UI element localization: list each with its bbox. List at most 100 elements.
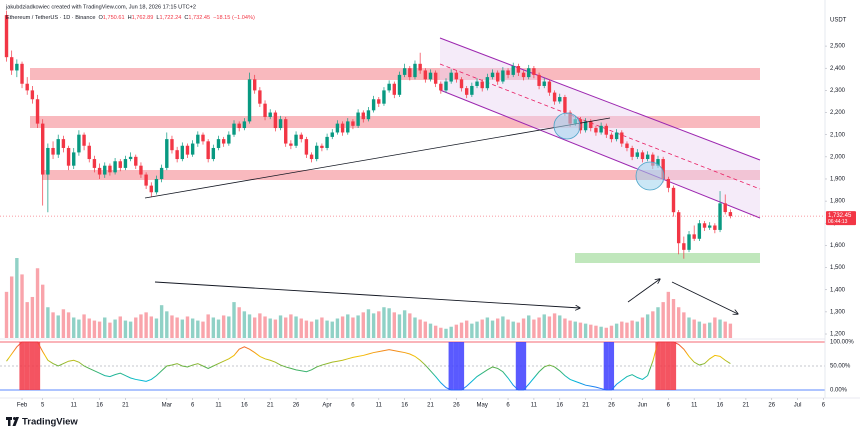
volume-bar: [433, 325, 438, 338]
candle-body: [382, 90, 386, 104]
volume-bar: [330, 321, 334, 338]
candle-body: [128, 156, 133, 160]
candle-body: [46, 147, 50, 175]
volume-bar: [242, 311, 247, 338]
candle-body: [454, 72, 459, 80]
candle-body: [625, 143, 629, 148]
candle-body: [30, 90, 35, 100]
candle-body: [221, 139, 226, 144]
oversold-band: [608, 342, 615, 390]
candle-body: [170, 139, 174, 151]
overbought-band: [665, 342, 671, 390]
candle-body: [459, 79, 464, 89]
candle-body: [278, 119, 283, 129]
x-tick-label: 5: [41, 403, 45, 409]
volume-bar: [263, 316, 267, 338]
x-tick-label: 6: [191, 403, 195, 409]
volume-bar: [289, 314, 293, 338]
x-tick-label: 16: [556, 403, 563, 409]
candle-body: [258, 90, 262, 104]
candle-body: [351, 121, 355, 126]
volume-bar: [599, 326, 603, 338]
candle-body: [216, 139, 221, 148]
candle-body: [154, 178, 159, 193]
candle-body: [718, 203, 722, 230]
volume-bar: [723, 321, 727, 338]
volume-bar: [651, 311, 655, 338]
candle-body: [134, 156, 138, 166]
volume-bar: [516, 322, 521, 338]
y-tick-label: 1,300: [830, 309, 846, 315]
candle-body: [139, 165, 143, 175]
x-tick-label: 16: [241, 403, 248, 409]
candle-body: [537, 74, 541, 86]
volume-bar: [692, 319, 696, 338]
price-tag-label: 1,732.45: [828, 213, 852, 219]
candle-body: [609, 134, 614, 140]
candle-body: [309, 154, 314, 160]
volume-bar: [614, 323, 619, 338]
volume-bar: [356, 315, 360, 338]
candle-body: [563, 97, 567, 113]
candle-body: [304, 139, 309, 155]
volume-bar: [92, 320, 97, 338]
resistance-zone: [30, 68, 760, 80]
volume-bar: [278, 315, 283, 338]
volume-bar: [320, 317, 324, 338]
candle-body: [66, 147, 71, 166]
candle-body: [620, 132, 624, 144]
volume-bar: [206, 314, 210, 338]
volume-bar: [87, 318, 91, 338]
volume-bar: [620, 321, 624, 338]
candle-body: [97, 167, 102, 175]
volume-bar: [4, 291, 9, 338]
candle-body: [361, 112, 365, 120]
volume-bar: [377, 311, 381, 338]
volume-bar: [113, 319, 117, 338]
candle-body: [149, 185, 153, 193]
candle-body: [77, 134, 81, 153]
candle-body: [175, 150, 179, 160]
osc-tick-label: 0.00%: [830, 388, 848, 394]
volume-bar: [159, 305, 164, 338]
annotation-layer: [30, 37, 761, 263]
candle-body: [61, 139, 66, 148]
legend-change: −18.15 (−1.04%): [213, 15, 255, 21]
candle-body: [392, 83, 396, 95]
arrow: [627, 279, 660, 303]
candle-body: [190, 143, 195, 155]
candle-body: [583, 121, 588, 131]
volume-bar: [449, 326, 453, 338]
highlight-circle: [635, 161, 665, 191]
volume-bar: [335, 318, 340, 338]
volume-bar: [532, 319, 536, 338]
volume-bar: [666, 291, 671, 338]
overbought-band: [29, 342, 35, 390]
volume-bar: [707, 322, 712, 338]
candle-body: [521, 72, 526, 78]
volume-bar: [413, 317, 417, 338]
volume-layer: [4, 258, 733, 338]
candle-body: [516, 66, 521, 73]
candle-body: [232, 123, 236, 135]
volume-bar: [268, 318, 272, 338]
candle-body: [366, 110, 371, 120]
volume-bar: [485, 317, 490, 338]
candle-body: [211, 147, 216, 160]
candle-body: [527, 68, 531, 78]
candle-body: [651, 154, 655, 166]
candle-body: [237, 123, 241, 129]
candle-body: [87, 145, 91, 160]
candle-body: [268, 112, 272, 117]
candle-body: [72, 152, 76, 166]
arrow: [671, 281, 738, 314]
volume-bar: [9, 276, 14, 338]
y-tick-label: 2,100: [830, 132, 846, 138]
candle-body: [542, 81, 546, 86]
x-tick-label: 11: [531, 403, 538, 409]
resistance-zone: [42, 170, 760, 180]
volume-bar: [682, 312, 686, 338]
x-tick-label: Jun: [638, 403, 648, 409]
oversold-band: [453, 342, 459, 390]
